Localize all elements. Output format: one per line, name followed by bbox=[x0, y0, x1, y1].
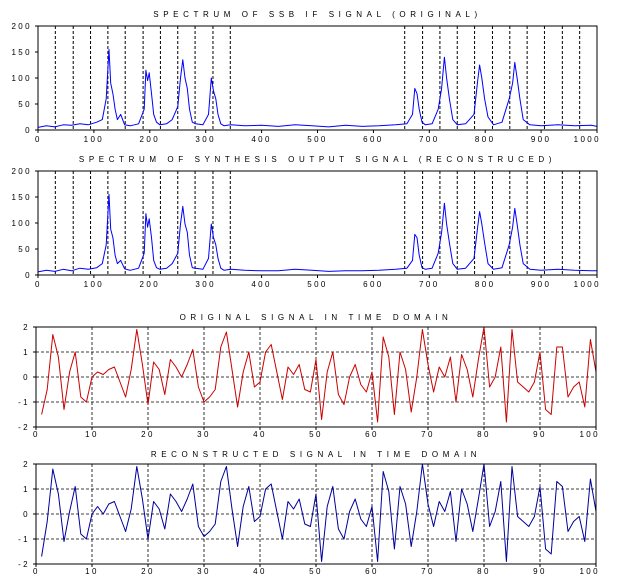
x-tick-label: 50 bbox=[309, 430, 323, 439]
y-tick-label: 0 bbox=[25, 126, 32, 135]
x-tick-label: 800 bbox=[475, 280, 496, 289]
y-tick-label: 100 bbox=[11, 74, 32, 83]
x-tick-label: 200 bbox=[140, 280, 161, 289]
x-tick-label: 500 bbox=[307, 280, 328, 289]
x-tick-label: 300 bbox=[195, 280, 216, 289]
x-tick-label: 70 bbox=[421, 430, 435, 439]
y-tick-label: -2 bbox=[18, 560, 30, 569]
series-line bbox=[37, 193, 597, 273]
chart-title: ORIGINAL SIGNAL IN TIME DOMAIN bbox=[180, 313, 453, 322]
x-tick-label: 500 bbox=[307, 135, 328, 144]
y-tick-label: 1 bbox=[23, 485, 30, 494]
chart-title: SPECTRUM OF SSB IF SIGNAL (ORIGINAL) bbox=[153, 10, 481, 19]
chart-panel-2: SPECTRUM OF SYNTHESIS OUTPUT SIGNAL (REC… bbox=[11, 155, 601, 289]
x-tick-label: 600 bbox=[363, 280, 384, 289]
y-tick-label: 0 bbox=[23, 510, 30, 519]
y-tick-label: 50 bbox=[18, 245, 32, 254]
x-tick-label: 20 bbox=[141, 430, 155, 439]
x-tick-label: 60 bbox=[365, 567, 379, 576]
x-tick-label: 10 bbox=[85, 430, 99, 439]
x-tick-label: 80 bbox=[477, 430, 491, 439]
chart-panel-1: SPECTRUM OF SSB IF SIGNAL (ORIGINAL) 0 100… bbox=[11, 10, 601, 144]
x-tick-label: 90 bbox=[533, 430, 547, 439]
y-tick-label: 200 bbox=[11, 22, 32, 31]
x-tick-label: 1000 bbox=[574, 280, 601, 289]
y-tick-label: 150 bbox=[11, 48, 32, 57]
x-tick-label: 60 bbox=[365, 430, 379, 439]
x-tick-label: 200 bbox=[140, 135, 161, 144]
y-tick-label: 0 bbox=[25, 271, 32, 280]
y-tick-label: -2 bbox=[18, 423, 30, 432]
x-tick-label: 100 bbox=[579, 430, 600, 439]
x-tick-label: 40 bbox=[253, 430, 267, 439]
series-line bbox=[41, 326, 597, 423]
x-tick-label: 0 bbox=[33, 430, 40, 439]
x-tick-label: 50 bbox=[309, 567, 323, 576]
y-tick-label: 2 bbox=[23, 323, 30, 332]
x-tick-label: 80 bbox=[477, 567, 491, 576]
chart-title: SPECTRUM OF SYNTHESIS OUTPUT SIGNAL (REC… bbox=[79, 155, 556, 164]
x-tick-label: 600 bbox=[363, 135, 384, 144]
y-tick-label: -1 bbox=[18, 535, 30, 544]
x-tick-label: 400 bbox=[251, 280, 272, 289]
y-tick-label: 200 bbox=[11, 167, 32, 176]
x-tick-label: 400 bbox=[251, 135, 272, 144]
x-tick-label: 800 bbox=[475, 135, 496, 144]
x-tick-label: 300 bbox=[195, 135, 216, 144]
x-tick-label: 30 bbox=[197, 567, 211, 576]
x-tick-label: 0 bbox=[35, 280, 42, 289]
chart-title: RECONSTRUCTED SIGNAL IN TIME DOMAIN bbox=[151, 450, 481, 459]
x-tick-label: 100 bbox=[84, 135, 105, 144]
y-tick-label: 1 bbox=[23, 348, 30, 357]
y-tick-label: 0 bbox=[23, 373, 30, 382]
y-tick-label: 50 bbox=[18, 100, 32, 109]
y-tick-label: -1 bbox=[18, 398, 30, 407]
x-tick-label: 20 bbox=[141, 567, 155, 576]
x-tick-label: 70 bbox=[421, 567, 435, 576]
y-tick-label: 150 bbox=[11, 193, 32, 202]
x-tick-label: 100 bbox=[84, 280, 105, 289]
x-tick-label: 900 bbox=[531, 135, 552, 144]
x-tick-label: 0 bbox=[35, 135, 42, 144]
x-tick-label: 1000 bbox=[574, 135, 601, 144]
x-tick-label: 900 bbox=[531, 280, 552, 289]
series-line bbox=[41, 463, 597, 562]
x-tick-label: 10 bbox=[85, 567, 99, 576]
x-tick-label: 700 bbox=[419, 280, 440, 289]
x-tick-label: 30 bbox=[197, 430, 211, 439]
x-tick-label: 0 bbox=[33, 567, 40, 576]
x-tick-label: 100 bbox=[579, 567, 600, 576]
x-tick-label: 40 bbox=[253, 567, 267, 576]
y-tick-label: 100 bbox=[11, 219, 32, 228]
y-tick-label: 2 bbox=[23, 460, 30, 469]
x-tick-label: 700 bbox=[419, 135, 440, 144]
series-line bbox=[37, 48, 598, 128]
x-tick-label: 90 bbox=[533, 567, 547, 576]
